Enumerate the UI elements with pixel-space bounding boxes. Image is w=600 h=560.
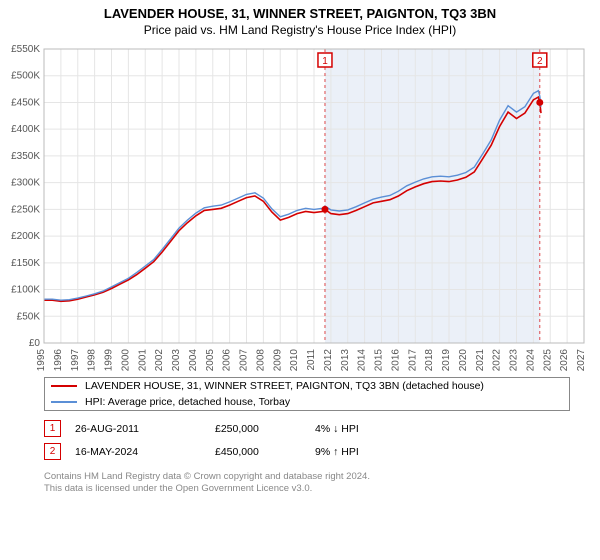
legend-item-price: LAVENDER HOUSE, 31, WINNER STREET, PAIGN… xyxy=(45,378,569,394)
legend-item-hpi: HPI: Average price, detached house, Torb… xyxy=(45,394,569,410)
line-chart: £0 £50K £100K £150K £200K £250K £300K £350K £400… xyxy=(0,43,600,373)
transaction-price: £250,000 xyxy=(215,423,315,435)
svg-text:2: 2 xyxy=(537,56,543,67)
svg-text:2024: 2024 xyxy=(525,349,536,372)
transactions-table: 1 26-AUG-2011 £250,000 4% ↓ HPI 2 16-MAY… xyxy=(44,417,570,463)
svg-text:£350K: £350K xyxy=(11,151,40,162)
svg-text:2016: 2016 xyxy=(390,349,401,372)
chart-title: LAVENDER HOUSE, 31, WINNER STREET, PAIGN… xyxy=(0,0,600,21)
svg-text:2005: 2005 xyxy=(205,349,216,372)
svg-text:2026: 2026 xyxy=(559,349,570,372)
transaction-delta: 9% ↑ HPI xyxy=(315,446,425,458)
svg-text:£150K: £150K xyxy=(11,258,40,269)
svg-text:2017: 2017 xyxy=(407,349,418,372)
svg-text:2012: 2012 xyxy=(323,349,334,372)
legend-label: HPI: Average price, detached house, Torb… xyxy=(85,396,290,408)
svg-text:2002: 2002 xyxy=(154,349,165,372)
svg-text:£500K: £500K xyxy=(11,71,40,82)
transaction-badge: 2 xyxy=(44,443,61,460)
transaction-badge: 1 xyxy=(44,420,61,437)
svg-text:2006: 2006 xyxy=(222,349,233,372)
transaction-date: 16-MAY-2024 xyxy=(75,446,215,458)
svg-text:2015: 2015 xyxy=(374,349,385,372)
svg-text:1997: 1997 xyxy=(70,349,81,372)
footer-line: This data is licensed under the Open Gov… xyxy=(44,483,570,495)
svg-text:2018: 2018 xyxy=(424,349,435,372)
svg-text:2022: 2022 xyxy=(492,349,503,372)
svg-text:2004: 2004 xyxy=(188,349,199,372)
svg-text:1: 1 xyxy=(322,56,328,67)
svg-text:£400K: £400K xyxy=(11,124,40,135)
svg-text:1998: 1998 xyxy=(87,349,98,372)
svg-text:1999: 1999 xyxy=(104,349,115,372)
svg-text:1996: 1996 xyxy=(53,349,64,372)
svg-text:£250K: £250K xyxy=(11,204,40,215)
svg-text:2008: 2008 xyxy=(255,349,266,372)
legend-label: LAVENDER HOUSE, 31, WINNER STREET, PAIGN… xyxy=(85,380,484,392)
transaction-row: 2 16-MAY-2024 £450,000 9% ↑ HPI xyxy=(44,440,570,463)
svg-text:2013: 2013 xyxy=(340,349,351,372)
svg-text:2025: 2025 xyxy=(542,349,553,372)
transaction-date: 26-AUG-2011 xyxy=(75,423,215,435)
svg-text:£100K: £100K xyxy=(11,285,40,296)
svg-text:2014: 2014 xyxy=(357,349,368,372)
transaction-row: 1 26-AUG-2011 £250,000 4% ↓ HPI xyxy=(44,417,570,440)
svg-text:2011: 2011 xyxy=(306,349,317,371)
svg-text:2003: 2003 xyxy=(171,349,182,372)
svg-text:£550K: £550K xyxy=(11,44,40,55)
svg-text:2009: 2009 xyxy=(272,349,283,372)
footer: Contains HM Land Registry data © Crown c… xyxy=(44,471,570,496)
svg-text:2001: 2001 xyxy=(137,349,148,372)
footer-line: Contains HM Land Registry data © Crown c… xyxy=(44,471,570,483)
svg-text:2000: 2000 xyxy=(120,349,131,372)
svg-text:£0: £0 xyxy=(29,338,41,349)
transaction-delta: 4% ↓ HPI xyxy=(315,423,425,435)
svg-text:2019: 2019 xyxy=(441,349,452,372)
chart-subtitle: Price paid vs. HM Land Registry's House … xyxy=(0,21,600,37)
legend-swatch xyxy=(51,401,77,403)
svg-text:£450K: £450K xyxy=(11,97,40,108)
chart-area: £0 £50K £100K £150K £200K £250K £300K £350K £400… xyxy=(0,43,600,373)
legend: LAVENDER HOUSE, 31, WINNER STREET, PAIGN… xyxy=(44,377,570,411)
svg-text:£300K: £300K xyxy=(11,178,40,189)
svg-text:2007: 2007 xyxy=(239,349,250,372)
svg-text:2020: 2020 xyxy=(458,349,469,372)
svg-text:2021: 2021 xyxy=(475,349,486,372)
svg-text:1995: 1995 xyxy=(36,349,47,372)
svg-text:£50K: £50K xyxy=(17,311,41,322)
svg-text:2010: 2010 xyxy=(289,349,300,372)
legend-swatch xyxy=(51,385,77,387)
svg-text:£200K: £200K xyxy=(11,231,40,242)
transaction-price: £450,000 xyxy=(215,446,315,458)
svg-text:2023: 2023 xyxy=(509,349,520,372)
svg-text:2027: 2027 xyxy=(576,349,587,372)
